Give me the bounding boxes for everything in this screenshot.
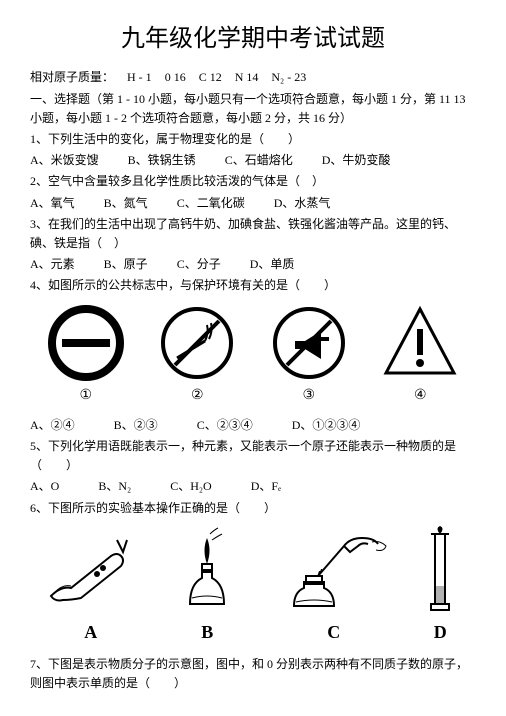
q2-opt-a: A、氧气 — [30, 194, 75, 213]
q6-fig-c: C — [274, 526, 394, 647]
q3-text: 3、在我们的生活中出现了高钙牛奶、加碘食盐、铁强化酱油等产品。这里的钙、碘、铁是… — [30, 215, 476, 253]
q4-opt-d: D、①②③④ — [292, 416, 361, 435]
q4-options: A、②④ B、②③ C、②③④ D、①②③④ — [30, 416, 476, 435]
q2-opt-b: B、氮气 — [104, 194, 148, 213]
q5-opt-a: A、O — [30, 477, 59, 496]
q5-opt-c: C、H₂O — [170, 477, 212, 496]
mass-item: N₂ - 23 — [271, 70, 306, 84]
q6-fig-b: B — [162, 526, 252, 647]
section-header: 一、选择题（第 1 - 10 小题，每小题只有一个选项符合题意，每小题 1 分，… — [30, 90, 476, 128]
q1-opt-a: A、米饭变馊 — [30, 151, 99, 170]
q6-label-c: C — [274, 618, 394, 647]
q6-text: 6、下图所示的实验基本操作正确的是（ ） — [30, 499, 476, 518]
q6-label-a: A — [41, 618, 141, 647]
q4-opt-b: B、②③ — [114, 416, 158, 435]
q4-label-4: ④ — [380, 385, 460, 407]
q4-fig-3: ③ — [269, 303, 349, 407]
atomic-masses: 相对原子质量： H - 1 0 16 C 12 N 14 N₂ - 23 — [30, 68, 476, 87]
q6-fig-d: D — [415, 526, 465, 647]
q3-opt-d: D、单质 — [250, 255, 295, 274]
q4-label-3: ③ — [269, 385, 349, 407]
q6-figures: A B C D — [30, 526, 476, 647]
q4-label-2: ② — [157, 385, 237, 407]
q7-text: 7、下图是表示物质分子的示意图，图中，和 0 分别表示两种有不同质子数的原子，则… — [30, 655, 476, 693]
mass-item: 0 16 — [165, 70, 186, 84]
heating-tube-icon — [41, 526, 141, 616]
no-horn-icon — [269, 303, 349, 383]
no-smoking-icon — [157, 303, 237, 383]
q5-options: A、O B、N₂ C、H₂O D、Fₑ — [30, 477, 476, 496]
q1-opt-c: C、石蜡熔化 — [225, 151, 293, 170]
page-title: 九年级化学期中考试试题 — [30, 20, 476, 58]
pouring-liquid-icon — [274, 526, 394, 616]
q4-opt-c: C、②③④ — [197, 416, 253, 435]
q4-fig-1: ① — [46, 303, 126, 407]
test-tube-icon — [415, 526, 465, 616]
warning-icon — [380, 303, 460, 383]
q6-label-d: D — [415, 618, 465, 647]
q6-fig-a: A — [41, 526, 141, 647]
q4-figures: ① ② ③ ④ — [30, 303, 476, 407]
q4-opt-a: A、②④ — [30, 416, 75, 435]
q2-text: 2、空气中含量较多且化学性质比较活泼的气体是（ ） — [30, 172, 476, 191]
mass-item: N 14 — [235, 70, 259, 84]
q3-options: A、元素 B、原子 C、分子 D、单质 — [30, 255, 476, 274]
q2-opt-d: D、水蒸气 — [274, 194, 331, 213]
q4-fig-4: ④ — [380, 303, 460, 407]
q6-label-b: B — [162, 618, 252, 647]
q4-text: 4、如图所示的公共标志中，与保护环境有关的是（ ） — [30, 276, 476, 295]
q2-options: A、氧气 B、氮气 C、二氧化碳 D、水蒸气 — [30, 194, 476, 213]
q5-text: 5、下列化学用语既能表示一，种元素，又能表示一个原子还能表示一种物质的是（ ） — [30, 437, 476, 475]
q1-options: A、米饭变馊 B、铁锅生锈 C、石蜡熔化 D、牛奶变酸 — [30, 151, 476, 170]
q4-label-1: ① — [46, 385, 126, 407]
q4-fig-2: ② — [157, 303, 237, 407]
q5-opt-d: D、Fₑ — [251, 477, 281, 496]
q2-opt-c: C、二氧化碳 — [177, 194, 245, 213]
mass-item: C 12 — [199, 70, 222, 84]
q3-opt-b: B、原子 — [104, 255, 148, 274]
q1-text: 1、下列生活中的变化，属于物理变化的是（ ） — [30, 130, 476, 149]
mass-item: H - 1 — [127, 70, 152, 84]
q5-opt-b: B、N₂ — [98, 477, 131, 496]
q3-opt-c: C、分子 — [177, 255, 221, 274]
q1-opt-b: B、铁锅生锈 — [128, 151, 196, 170]
q3-opt-a: A、元素 — [30, 255, 75, 274]
no-entry-icon — [46, 303, 126, 383]
masses-label: 相对原子质量： — [30, 70, 114, 84]
q1-opt-d: D、牛奶变酸 — [322, 151, 391, 170]
alcohol-lamp-icon — [162, 526, 252, 616]
